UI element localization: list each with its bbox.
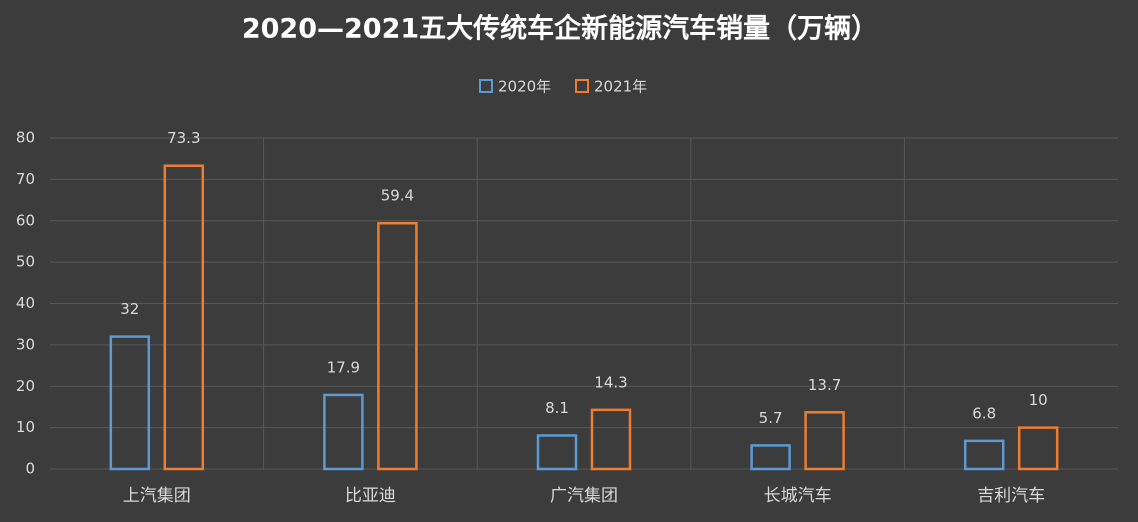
y-tick-label: 40 <box>16 294 35 312</box>
y-tick-label: 80 <box>16 129 35 147</box>
y-tick-label: 0 <box>25 460 35 478</box>
data-label: 73.3 <box>167 129 200 147</box>
data-label: 5.7 <box>759 409 783 427</box>
y-tick-label: 30 <box>16 335 35 353</box>
data-label: 8.1 <box>545 399 569 417</box>
x-tick-label: 吉利汽车 <box>977 486 1045 506</box>
legend-swatch <box>479 79 493 93</box>
data-label: 17.9 <box>327 358 360 376</box>
bar <box>590 408 632 471</box>
x-tick-label: 长城汽车 <box>764 486 832 506</box>
bar <box>163 164 205 471</box>
bar <box>109 335 151 471</box>
legend-label: 2021年 <box>594 78 647 96</box>
data-label: 14.3 <box>594 373 627 391</box>
legend-label: 2020年 <box>498 78 551 96</box>
chart-title: 2020—2021五大传统车企新能源汽车销量（万辆） <box>242 13 878 45</box>
bar <box>963 439 1005 471</box>
y-tick-label: 60 <box>16 211 35 229</box>
data-label: 59.4 <box>381 187 414 205</box>
bar <box>377 221 418 471</box>
data-label: 6.8 <box>972 404 996 422</box>
bar <box>804 411 845 471</box>
legend-swatch <box>575 79 589 93</box>
data-label: 13.7 <box>808 376 841 394</box>
y-tick-label: 50 <box>16 253 35 271</box>
bar <box>536 434 578 471</box>
x-tick-label: 上汽集团 <box>123 486 191 506</box>
bar <box>323 393 364 471</box>
bar <box>1017 426 1059 471</box>
data-label: 10 <box>1029 391 1048 409</box>
x-tick-label: 比亚迪 <box>345 486 396 506</box>
y-tick-label: 20 <box>16 377 35 395</box>
x-tick-label: 广汽集团 <box>550 486 618 506</box>
y-tick-label: 10 <box>16 418 35 436</box>
y-tick-label: 70 <box>16 170 35 188</box>
bar <box>750 444 791 471</box>
data-label: 32 <box>120 300 139 318</box>
